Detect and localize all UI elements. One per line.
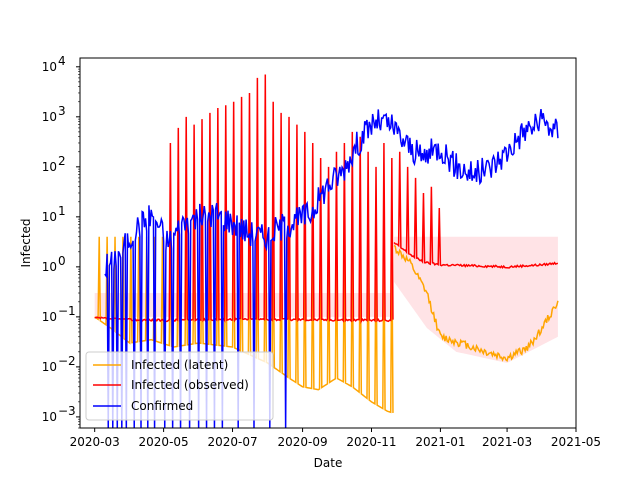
y-tick-exponent: 2 bbox=[58, 154, 66, 168]
legend-label-latent: Infected (latent) bbox=[131, 358, 228, 372]
y-tick-exponent: −3 bbox=[58, 404, 76, 418]
series-observed-line-0 bbox=[94, 74, 394, 324]
x-axis-label: Date bbox=[314, 456, 343, 470]
series-latent-line-1 bbox=[393, 244, 559, 363]
y-tick-label: 10 bbox=[42, 360, 57, 374]
x-tick-label: 2021-05 bbox=[551, 435, 601, 449]
legend-box bbox=[85, 351, 274, 421]
y-tick-label: 10 bbox=[42, 210, 57, 224]
uncertainty-band-1 bbox=[394, 236, 558, 363]
x-axis: 2020-03 2020-05 2020-07 2020-09 2020-11 2021-… bbox=[70, 428, 601, 449]
x-tick-label: 2020-05 bbox=[139, 435, 189, 449]
y-tick-label: 10 bbox=[42, 310, 57, 324]
x-tick-label: 2020-03 bbox=[70, 435, 120, 449]
x-tick-label: 2021-03 bbox=[482, 435, 532, 449]
y-tick-exponent: 0 bbox=[58, 254, 66, 268]
legend-label-confirmed: Confirmed bbox=[131, 399, 193, 413]
series-observed-line-1 bbox=[393, 151, 559, 269]
legend-label-observed: Infected (observed) bbox=[131, 378, 249, 392]
y-tick-exponent: 1 bbox=[58, 204, 66, 218]
y-tick-label: 10 bbox=[42, 410, 57, 424]
x-tick-label: 2020-07 bbox=[207, 435, 257, 449]
y-tick-exponent: 3 bbox=[58, 104, 66, 118]
x-tick-label: 2020-11 bbox=[346, 435, 396, 449]
y-tick-exponent: −1 bbox=[58, 304, 76, 318]
y-tick-label: 10 bbox=[42, 260, 57, 274]
y-tick-label: 10 bbox=[42, 60, 57, 74]
y-tick-label: 10 bbox=[42, 160, 57, 174]
legend: Infected (latent) Infected (observed) Co… bbox=[85, 351, 274, 421]
y-tick-label: 10 bbox=[42, 110, 57, 124]
y-axis-label: Infected bbox=[19, 218, 33, 267]
x-tick-label: 2020-09 bbox=[278, 435, 328, 449]
y-tick-exponent: −2 bbox=[58, 354, 76, 368]
x-tick-label: 2021-01 bbox=[415, 435, 465, 449]
y-tick-exponent: 4 bbox=[58, 54, 66, 68]
